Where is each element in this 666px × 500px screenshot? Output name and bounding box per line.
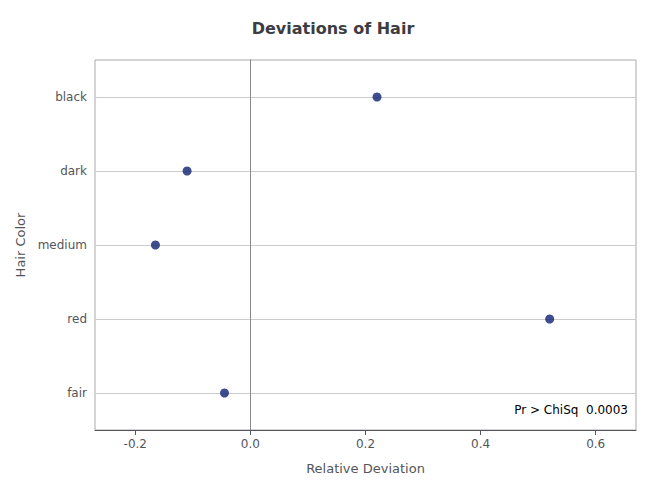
svg-text:Deviations of Hair: Deviations of Hair [252, 19, 415, 38]
svg-text:0.6: 0.6 [586, 437, 605, 451]
svg-text:medium: medium [38, 238, 87, 252]
svg-text:red: red [67, 312, 87, 326]
svg-text:0.2: 0.2 [356, 437, 375, 451]
svg-text:0.0: 0.0 [241, 437, 260, 451]
svg-text:0.4: 0.4 [471, 437, 490, 451]
svg-text:Relative Deviation: Relative Deviation [306, 461, 425, 476]
svg-text:black: black [55, 90, 87, 104]
svg-text:-0.2: -0.2 [124, 437, 147, 451]
svg-text:fair: fair [67, 386, 87, 400]
svg-text:Pr > ChiSq 0.0003: Pr > ChiSq 0.0003 [514, 403, 628, 417]
svg-text:Hair Color: Hair Color [13, 212, 28, 277]
svg-text:dark: dark [60, 164, 87, 178]
